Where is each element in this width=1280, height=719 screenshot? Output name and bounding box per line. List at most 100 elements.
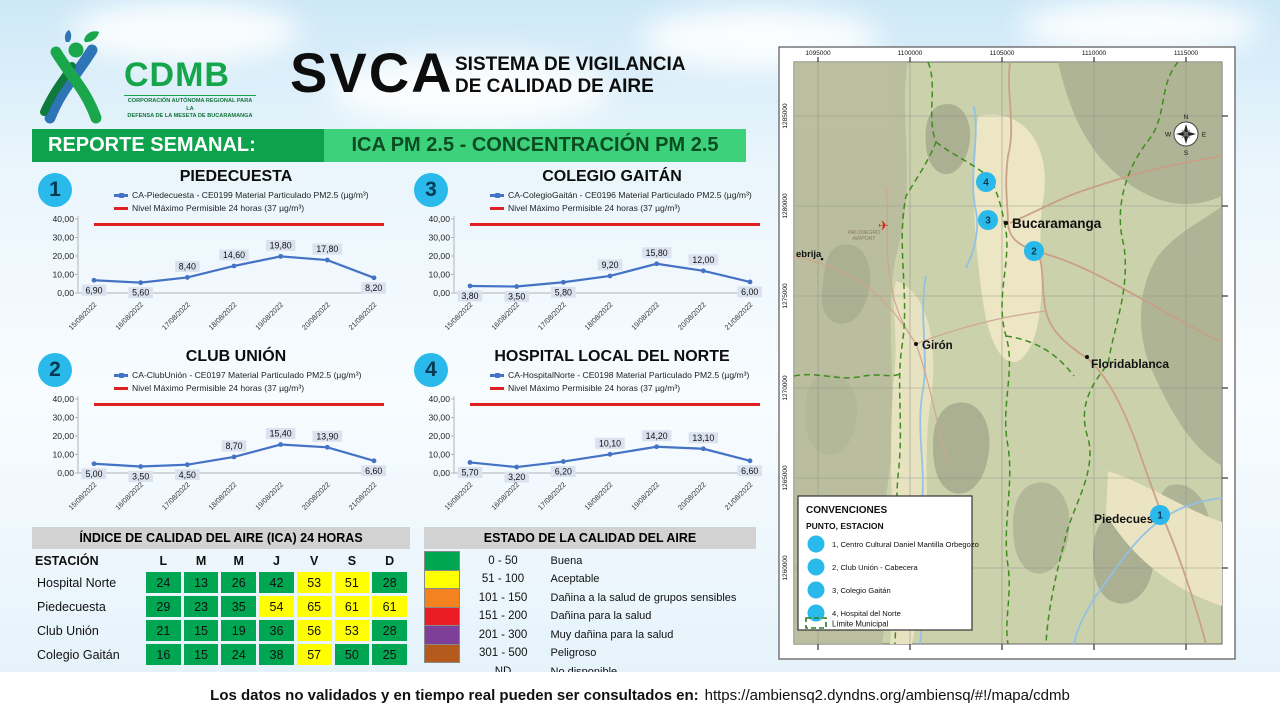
estado-range: 301 - 500 xyxy=(478,647,528,660)
svg-text:17/08/2022: 17/08/2022 xyxy=(160,300,192,332)
chart-plot: 0,00 10,00 20,00 30,00 40,00 5,70 3,20 6,20 10,1… xyxy=(428,394,762,512)
limit-legend-label: Nivel Máximo Permisible 24 horas (37 µg/… xyxy=(508,383,681,394)
ica-col-day: S xyxy=(347,554,357,568)
lebrija-dot xyxy=(820,257,824,261)
svg-text:15,40: 15,40 xyxy=(270,429,292,439)
page-title: SVCA xyxy=(290,41,454,104)
svg-text:1, Centro Cultural Daniel Mant: 1, Centro Cultural Daniel Mantilla Orbeg… xyxy=(832,540,979,549)
ica-value-cell: 29 xyxy=(146,596,181,617)
svg-text:17/08/2022: 17/08/2022 xyxy=(536,480,568,512)
svg-text:1275000: 1275000 xyxy=(782,283,789,309)
limite-municipal-symbol xyxy=(805,617,827,629)
ica-value-cell: 13 xyxy=(183,572,219,593)
svg-text:10,00: 10,00 xyxy=(428,450,450,460)
svg-text:1265000: 1265000 xyxy=(782,465,789,491)
svg-text:13,10: 13,10 xyxy=(692,433,714,443)
svg-text:5,70: 5,70 xyxy=(461,468,478,478)
city-label-piedecuesta: Piedecuesta xyxy=(1094,512,1164,526)
footer-url-link[interactable]: https://ambiensq2.dyndns.org/ambiensq/#!… xyxy=(704,687,1070,704)
chart-number-badge: 4 xyxy=(414,353,448,387)
subtitle-line2: DE CALIDAD DE AIRE xyxy=(455,75,654,97)
ica-value-cell: 42 xyxy=(259,572,294,593)
legend-limite-label: Límite Municipal xyxy=(832,620,889,629)
svg-text:19/08/2022: 19/08/2022 xyxy=(253,480,285,512)
svg-text:8,40: 8,40 xyxy=(179,262,196,272)
svg-text:20/08/2022: 20/08/2022 xyxy=(676,300,708,332)
subtitle-line1: SISTEMA DE VIGILANCIA xyxy=(455,54,686,75)
chart-legend: CA-ColegioGaitán - CE0196 Material Parti… xyxy=(490,189,752,216)
svg-text:16/08/2022: 16/08/2022 xyxy=(489,300,521,332)
svg-text:6,20: 6,20 xyxy=(555,467,572,477)
svg-text:1115000: 1115000 xyxy=(1174,50,1199,57)
ica-value-cell: 53 xyxy=(296,572,332,593)
chart-number-badge: 3 xyxy=(414,173,448,207)
logo-text: CDMB xyxy=(124,56,230,94)
ica-value-cell: 26 xyxy=(221,572,257,593)
legend-item: 2, Club Unión - Cabecera xyxy=(807,558,918,576)
ica-value-cell: 57 xyxy=(296,644,332,665)
svg-text:30,00: 30,00 xyxy=(52,413,74,423)
svg-text:13,90: 13,90 xyxy=(316,431,338,441)
svg-text:3,50: 3,50 xyxy=(508,292,525,302)
svg-text:15/08/2022: 15/08/2022 xyxy=(443,300,475,332)
chart-legend: CA-Piedecuesta - CE0199 Material Particu… xyxy=(114,189,369,216)
estado-range: 201 - 300 xyxy=(478,628,528,641)
svg-text:19/08/2022: 19/08/2022 xyxy=(629,300,661,332)
svg-text:20,00: 20,00 xyxy=(428,251,450,261)
chart-piedecuesta: 1 PIEDECUESTA CA-Piedecuesta - CE0199 Mate… xyxy=(32,167,400,345)
svg-text:S: S xyxy=(1184,150,1189,157)
svg-text:17,80: 17,80 xyxy=(316,244,338,254)
ica-col-day: M xyxy=(233,554,244,568)
svg-text:17/08/2022: 17/08/2022 xyxy=(160,480,192,512)
svg-text:18/08/2022: 18/08/2022 xyxy=(583,480,615,512)
svg-text:5,80: 5,80 xyxy=(555,287,572,297)
floridablanca-dot xyxy=(1085,355,1089,359)
city-label-giron: Girón xyxy=(922,340,953,352)
svg-text:1285000: 1285000 xyxy=(782,103,789,129)
svg-text:10,10: 10,10 xyxy=(599,438,621,448)
svg-text:6,60: 6,60 xyxy=(741,466,758,476)
series-legend-label: CA-HospitalNorte - CE0198 Material Parti… xyxy=(508,370,750,380)
estado-range: 0 - 50 xyxy=(488,554,518,567)
chart-title: HOSPITAL LOCAL DEL NORTE xyxy=(494,348,730,365)
ica-value-cell: 50 xyxy=(334,644,370,665)
chart-number-badge: 1 xyxy=(38,173,72,207)
estado-row: 101 - 150 Dañina a la salud de grupos sen… xyxy=(424,588,756,608)
city-label-bucaramanga: Bucaramanga xyxy=(1012,216,1102,231)
ica-value-cell: 23 xyxy=(183,596,219,617)
estado-range: 101 - 150 xyxy=(478,591,528,604)
legend-subtitle: PUNTO, ESTACION xyxy=(806,521,884,531)
svg-text:W: W xyxy=(1165,132,1172,139)
svg-text:1100000: 1100000 xyxy=(898,50,923,57)
airport-label-line2: AIRPORT xyxy=(852,236,877,242)
svg-text:16/08/2022: 16/08/2022 xyxy=(113,480,145,512)
svg-text:1280000: 1280000 xyxy=(782,193,789,219)
giron-dot xyxy=(914,342,918,346)
svg-text:14,20: 14,20 xyxy=(646,431,668,441)
svg-text:12,00: 12,00 xyxy=(692,255,714,265)
estado-row: 301 - 500 Peligroso xyxy=(424,643,756,663)
svg-text:1: 1 xyxy=(1157,511,1163,522)
svg-text:19/08/2022: 19/08/2022 xyxy=(253,300,285,332)
ica-value-cell: 35 xyxy=(221,596,257,617)
svg-text:3,80: 3,80 xyxy=(461,291,478,301)
footer: Los datos no validados y en tiempo real … xyxy=(0,672,1280,719)
chart-plot: 0,00 10,00 20,00 30,00 40,00 3,80 3,50 5,80 9,20… xyxy=(428,214,762,332)
svg-text:19/08/2022: 19/08/2022 xyxy=(629,480,661,512)
station-marker-4: 4 xyxy=(976,172,996,192)
series-legend-label: CA-ClubUnión - CE0197 Material Particula… xyxy=(132,370,362,380)
chart-title: CLUB UNIÓN xyxy=(185,348,287,365)
svg-text:E: E xyxy=(1202,132,1207,139)
svg-text:15/08/2022: 15/08/2022 xyxy=(67,480,99,512)
ica-value-cell: 15 xyxy=(183,620,219,641)
airplane-icon: ✈ xyxy=(878,218,889,233)
chart-plot: 0,00 10,00 20,00 30,00 40,00 6,90 5,60 8,40 14,6… xyxy=(52,214,386,332)
svg-text:4,50: 4,50 xyxy=(179,470,196,480)
ica-value-cell: 28 xyxy=(372,572,407,593)
ica-value-cell: 51 xyxy=(334,572,370,593)
estado-label: Buena xyxy=(550,554,583,567)
compass-icon: N S W E xyxy=(1165,114,1207,157)
estado-label: Aceptable xyxy=(550,573,600,586)
ica-table: ÍNDICE DE CALIDAD DEL AIRE (ICA) 24 HORA… xyxy=(32,527,410,668)
svg-text:5,00: 5,00 xyxy=(85,469,102,479)
